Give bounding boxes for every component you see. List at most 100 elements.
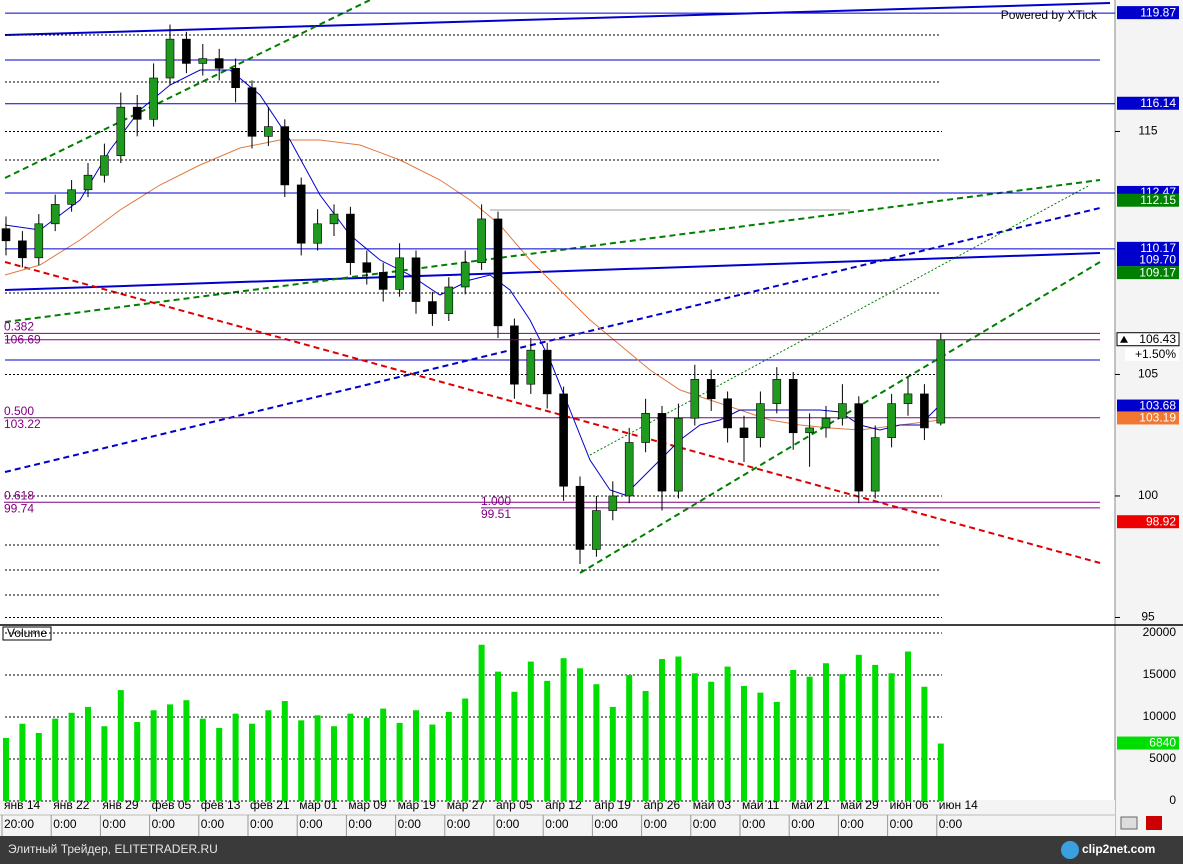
x-tick-label: янв 14 (4, 798, 41, 812)
volume-bar (445, 711, 452, 801)
last-volume-box (1117, 736, 1179, 750)
volume-bar (708, 681, 715, 801)
last-price-box (1116, 332, 1180, 347)
y-tick-label: 0 (1169, 793, 1176, 807)
candle-body (116, 106, 126, 157)
volume-bar (429, 724, 436, 801)
volume-bar (626, 674, 633, 801)
y-tick-label: 15000 (1143, 667, 1177, 681)
candle-body (428, 301, 437, 315)
last-price-arrow (1120, 335, 1128, 343)
fib-price: 103.22 (4, 417, 41, 431)
change-box (1125, 347, 1179, 361)
time-label: 0:00 (152, 817, 176, 831)
volume-bar (281, 701, 288, 801)
time-label: 0:00 (299, 817, 323, 831)
candle-body (67, 189, 76, 205)
time-label: 0:00 (742, 817, 766, 831)
volume-bar (609, 706, 616, 801)
x-tick-label: мар 09 (348, 798, 387, 812)
candle-body (772, 379, 782, 404)
volume-bar (462, 698, 469, 801)
volume-label: Volume (7, 626, 47, 640)
level-box (1117, 96, 1179, 110)
volume-bar (314, 715, 321, 801)
candle-body (542, 349, 552, 395)
level-box (1117, 6, 1179, 20)
x-tick-label: май 11 (742, 798, 780, 812)
volume-bar (117, 690, 124, 801)
candle-body (346, 213, 355, 263)
candle-body (132, 106, 142, 120)
volume-bar (790, 669, 797, 801)
volume-bar (544, 680, 551, 801)
candle-body (739, 427, 749, 438)
candle-body (264, 126, 273, 137)
candle-body (756, 403, 765, 438)
fib-ratio: 0.618 (4, 488, 34, 502)
level-label: 103.19 (1139, 411, 1176, 425)
fib-price: 99.74 (4, 501, 34, 515)
y-tick-label: 5000 (1149, 751, 1176, 765)
candle-body (903, 393, 913, 404)
candle-body (198, 58, 208, 64)
volume-bar (872, 664, 879, 801)
volume-bar (806, 676, 813, 801)
volume-bar (167, 704, 173, 801)
logo-icon (1061, 841, 1079, 859)
last-volume-label: 6840 (1149, 736, 1176, 750)
volume-bar (691, 673, 698, 801)
volume-bar (921, 686, 928, 801)
x-tick-label: май 03 (693, 798, 732, 812)
volume-bar (527, 661, 534, 801)
candle-body (18, 240, 27, 259)
volume-bar (265, 710, 272, 801)
level-label: 112.15 (1140, 193, 1176, 207)
candle-body (887, 403, 896, 438)
change-label: +1.50% (1135, 347, 1176, 361)
volume-bar (855, 654, 862, 801)
x-tick-label: июн 06 (890, 798, 929, 812)
time-label: 0:00 (791, 817, 815, 831)
exit-icon[interactable] (1146, 816, 1162, 830)
time-label: 0:00 (890, 817, 914, 831)
volume-bar (888, 673, 895, 801)
fib-ratio: 0.382 (4, 320, 34, 334)
candle-body (723, 398, 732, 429)
candle-body (395, 257, 404, 290)
volume-bar (380, 708, 387, 801)
candle-body (411, 257, 421, 302)
time-label: 0:00 (594, 817, 618, 831)
toolbar-icon[interactable] (1120, 816, 1138, 830)
level-label: 103.68 (1139, 399, 1176, 413)
volume-bar (68, 712, 75, 801)
footer-logo: clip2net.com (1082, 842, 1155, 856)
volume-bar (298, 720, 305, 801)
level-box (1117, 241, 1179, 255)
time-label: 0:00 (250, 817, 274, 831)
volume-bar (823, 663, 829, 801)
time-label: 0:00 (447, 817, 471, 831)
level-box (1117, 399, 1179, 413)
volume-bar (19, 723, 26, 801)
volume-label-box (2, 626, 52, 641)
level-label: 110.17 (1140, 241, 1176, 255)
volume-bar (413, 710, 419, 801)
y-tick-label: 10000 (1143, 709, 1177, 723)
volume-bar (199, 718, 206, 801)
x-tick-label: мар 19 (398, 798, 437, 812)
y-tick-label: 100 (1138, 488, 1158, 502)
candle-body (674, 417, 683, 492)
candle-body (1, 228, 11, 242)
candle-body (182, 38, 191, 64)
x-tick-label: мар 01 (299, 798, 338, 812)
volume-bar (511, 691, 518, 801)
volume-bar (724, 666, 731, 801)
candle-body (231, 67, 240, 89)
x-tick-label: июн 14 (939, 798, 978, 812)
x-tick-label: апр 05 (496, 798, 533, 812)
candle-body (690, 379, 700, 419)
candle-body (575, 485, 585, 550)
candle-body (165, 38, 175, 79)
